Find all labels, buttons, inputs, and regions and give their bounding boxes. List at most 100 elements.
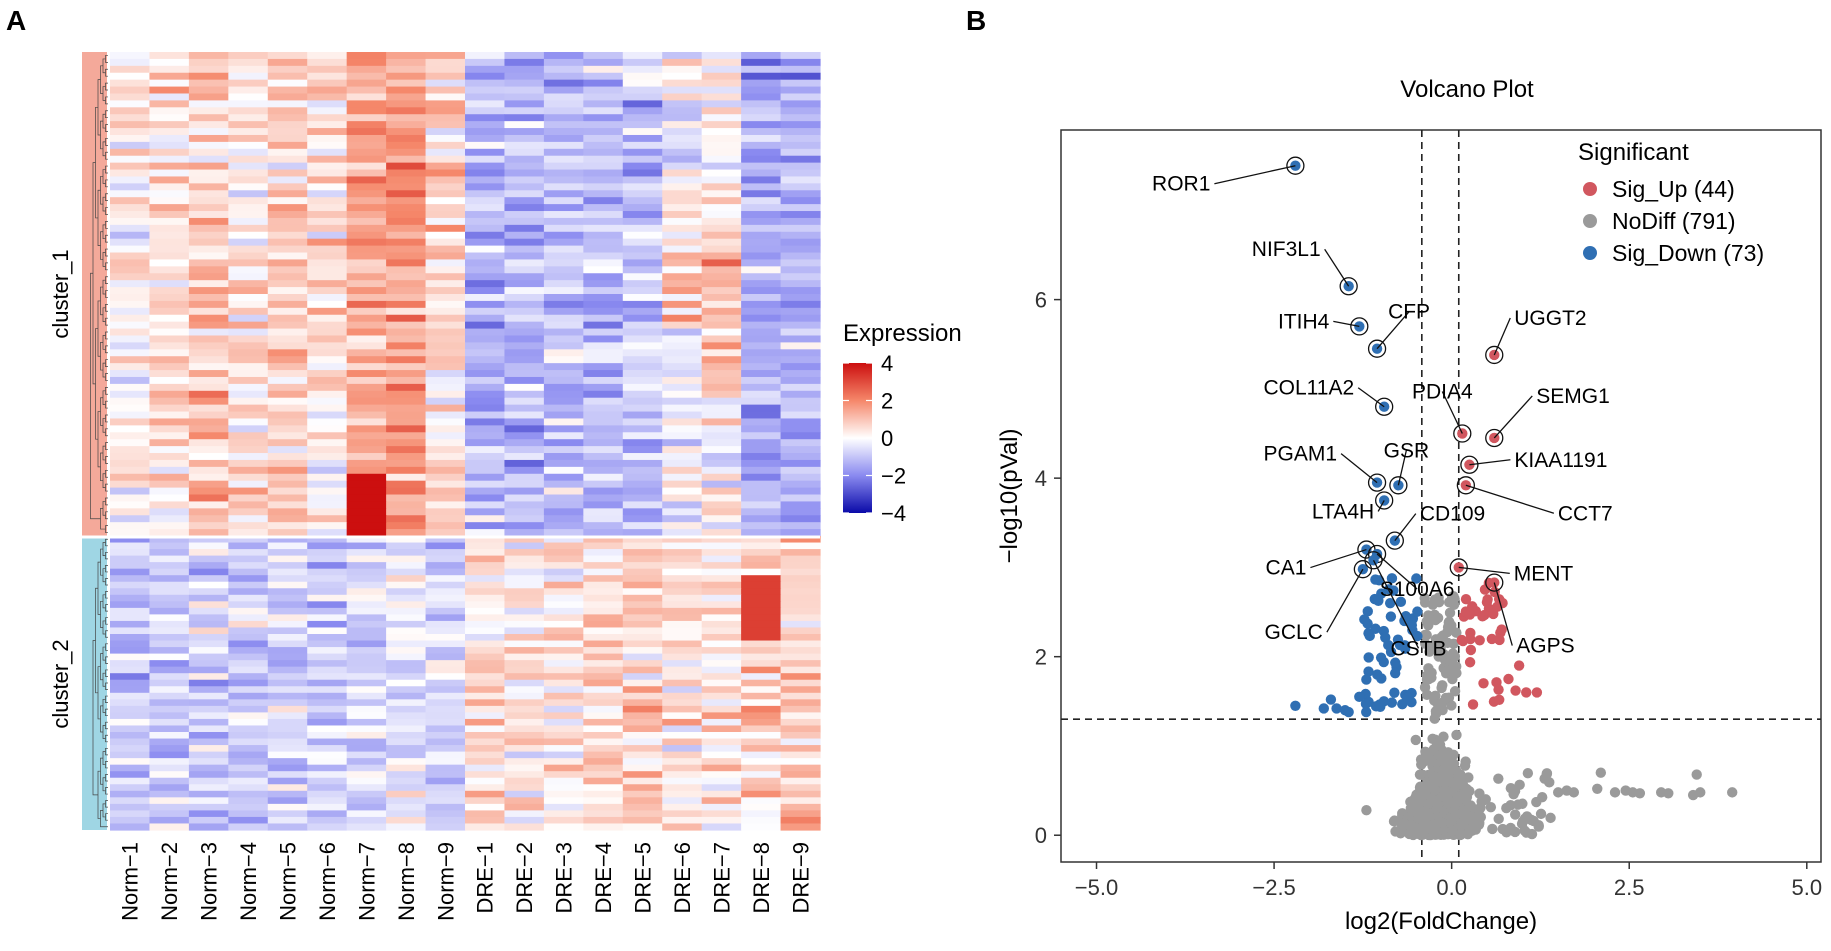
- heatmap-cell: [465, 542, 506, 550]
- heatmap-cell: [583, 425, 624, 433]
- heatmap-cell: [701, 679, 742, 687]
- heatmap-cell: [780, 356, 821, 364]
- labeled-point: [1457, 428, 1468, 439]
- label-leader: [1377, 500, 1385, 512]
- heatmap-cell: [622, 501, 663, 509]
- data-point: [1486, 633, 1498, 645]
- heatmap-cell: [504, 536, 545, 544]
- data-point: [1395, 596, 1407, 608]
- heatmap-cell: [465, 480, 506, 489]
- heatmap-cell: [386, 287, 427, 295]
- data-point: [1354, 691, 1365, 703]
- heatmap-cell: [386, 487, 427, 496]
- heatmap-cell: [425, 536, 466, 544]
- heatmap-cell: [228, 522, 269, 530]
- heatmap-cell: [425, 732, 466, 740]
- heatmap-cell: [780, 745, 821, 753]
- heatmap-cell: [228, 732, 269, 740]
- sample-label: Norm−4: [236, 842, 261, 921]
- data-point: [1519, 813, 1531, 824]
- heatmap-cell: [543, 307, 584, 316]
- heatmap-cell: [307, 190, 348, 198]
- heatmap-cell: [188, 653, 229, 661]
- heatmap-cell: [780, 252, 821, 261]
- heatmap-cell: [543, 148, 584, 157]
- heatmap-cell: [267, 390, 308, 399]
- heatmap-cell: [307, 397, 348, 406]
- heatmap-cell: [307, 634, 348, 642]
- heatmap-cell: [504, 771, 545, 779]
- data-point: [1433, 597, 1445, 608]
- y-tick-label: 6: [1035, 288, 1047, 313]
- heatmap-cell: [188, 183, 229, 191]
- heatmap-cell: [386, 245, 427, 254]
- heatmap-cell: [346, 217, 387, 226]
- data-point: [1430, 708, 1442, 719]
- heatmap-cell: [228, 52, 269, 60]
- heatmap-cell: [307, 100, 348, 108]
- heatmap-cell: [267, 404, 308, 413]
- heatmap-cell: [701, 607, 742, 615]
- heatmap-cell: [228, 797, 269, 805]
- heatmap-cell: [465, 52, 506, 60]
- heatmap-cell: [662, 666, 703, 674]
- heatmap-cell: [622, 607, 663, 615]
- heatmap-cell: [701, 356, 742, 364]
- heatmap-cell: [504, 231, 545, 240]
- heatmap-cell: [583, 487, 624, 496]
- heatmap-cell: [188, 568, 229, 576]
- heatmap-cell: [188, 640, 229, 648]
- heatmap-cell: [110, 453, 151, 461]
- heatmap-cell: [741, 294, 782, 302]
- heatmap-cell: [188, 771, 229, 779]
- heatmap-cell: [149, 568, 190, 576]
- heatmap-cell: [267, 453, 308, 461]
- heatmap-cell: [622, 803, 663, 811]
- data-point: [1432, 635, 1444, 647]
- heatmap-cell: [780, 692, 821, 700]
- heatmap-cell: [267, 607, 308, 615]
- heatmap-cell: [701, 712, 742, 720]
- heatmap-cell: [149, 738, 190, 746]
- heatmap-cell: [780, 555, 821, 563]
- highlight-ring: [1460, 455, 1479, 474]
- data-point: [1473, 805, 1485, 816]
- heatmap-cell: [267, 100, 308, 108]
- heatmap-cell: [741, 204, 782, 212]
- heatmap-cell: [543, 692, 584, 700]
- heatmap-cell: [307, 823, 348, 831]
- heatmap-cell: [188, 581, 229, 589]
- heatmap-cell: [741, 777, 782, 785]
- heatmap-cell: [307, 107, 348, 115]
- highlight-ring: [1350, 317, 1369, 336]
- data-point: [1727, 787, 1738, 798]
- heatmap-cell: [149, 594, 190, 602]
- heatmap-cell: [662, 390, 703, 399]
- heatmap-cell: [741, 100, 782, 108]
- heatmap-cell: [504, 601, 545, 609]
- heatmap-cell: [228, 363, 269, 371]
- legend-tick-label: −4: [881, 501, 906, 526]
- heatmap-cell: [622, 72, 663, 81]
- heatmap-cell: [228, 342, 269, 350]
- heatmap-cell: [701, 758, 742, 766]
- heatmap-cell: [188, 473, 229, 482]
- heatmap-cell: [741, 328, 782, 337]
- heatmap-cell: [622, 335, 663, 343]
- data-point: [1414, 769, 1426, 780]
- heatmap-cell: [228, 601, 269, 609]
- heatmap-cell: [267, 439, 308, 447]
- heatmap-cell: [504, 294, 545, 302]
- heatmap-cell: [465, 473, 506, 482]
- heatmap-cell: [583, 620, 624, 629]
- heatmap-cell: [425, 176, 466, 184]
- heatmap-cell: [662, 487, 703, 496]
- heatmap-cell: [701, 745, 742, 753]
- gene-label: CCT7: [1558, 502, 1613, 525]
- heatmap-cell: [386, 162, 427, 171]
- heatmap-cell: [701, 777, 742, 785]
- heatmap-cell: [267, 568, 308, 576]
- heatmap-cell: [425, 439, 466, 447]
- heatmap-cell: [425, 803, 466, 811]
- heatmap-cell: [346, 287, 387, 295]
